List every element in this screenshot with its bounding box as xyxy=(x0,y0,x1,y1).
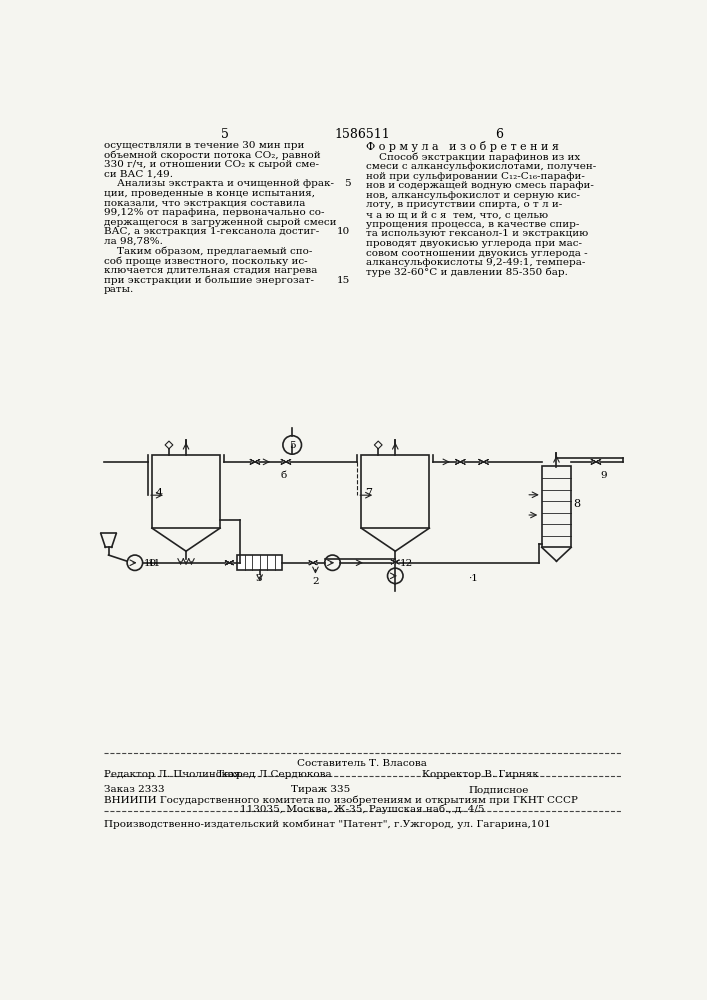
Text: 5: 5 xyxy=(289,441,296,450)
Text: 99,12% от парафина, первоначально со-: 99,12% от парафина, первоначально со- xyxy=(104,208,325,217)
Bar xyxy=(361,455,429,528)
Polygon shape xyxy=(250,460,259,462)
Text: 8: 8 xyxy=(573,499,580,509)
Text: смеси с алкансульфокислотами, получен-: смеси с алкансульфокислотами, получен- xyxy=(366,162,596,171)
Text: б: б xyxy=(281,471,287,480)
Text: при экстракции и большие энергозат-: при экстракции и большие энергозат- xyxy=(104,276,314,285)
Text: Техред Л.Сердюкова: Техред Л.Сердюкова xyxy=(217,770,332,779)
Text: Ф о р м у л а   и з о б р е т е н и я: Ф о р м у л а и з о б р е т е н и я xyxy=(366,141,559,152)
Text: та используют гексанол-1 и экстракцию: та используют гексанол-1 и экстракцию xyxy=(366,229,588,238)
Text: объемной скорости потока CO₂, равной: объемной скорости потока CO₂, равной xyxy=(104,150,320,160)
Polygon shape xyxy=(309,563,317,565)
Text: нов и содержащей водную смесь парафи-: нов и содержащей водную смесь парафи- xyxy=(366,181,594,190)
Text: лоту, в присутствии спирта, о т л и-: лоту, в присутствии спирта, о т л и- xyxy=(366,200,562,209)
Polygon shape xyxy=(226,563,233,565)
Text: 2: 2 xyxy=(312,577,319,586)
Polygon shape xyxy=(226,561,233,563)
Polygon shape xyxy=(309,561,317,563)
Polygon shape xyxy=(226,563,233,565)
Text: 3: 3 xyxy=(255,574,262,583)
Text: совом соотношении двуокись углерода -: совом соотношении двуокись углерода - xyxy=(366,249,588,258)
Text: Тираж 335: Тираж 335 xyxy=(291,785,351,794)
Polygon shape xyxy=(392,560,399,562)
Polygon shape xyxy=(281,462,291,464)
Bar xyxy=(542,466,571,547)
Text: си ВАС 1,49.: си ВАС 1,49. xyxy=(104,170,173,179)
Text: 113035, Москва, Ж-35, Раушская наб., д. 4/5: 113035, Москва, Ж-35, Раушская наб., д. … xyxy=(240,805,484,814)
Polygon shape xyxy=(591,460,601,462)
Polygon shape xyxy=(392,562,399,564)
Text: нов, алкансульфокислот и серную кис-: нов, алкансульфокислот и серную кис- xyxy=(366,191,580,200)
Text: Таким образом, предлагаемый спо-: Таким образом, предлагаемый спо- xyxy=(104,247,312,256)
Polygon shape xyxy=(456,462,465,464)
Text: показали, что экстракция составила: показали, что экстракция составила xyxy=(104,199,305,208)
Bar xyxy=(237,555,282,570)
Text: держащегося в загруженной сырой смеси: держащегося в загруженной сырой смеси xyxy=(104,218,337,227)
Text: Редактор Л. Пчолинская: Редактор Л. Пчолинская xyxy=(104,770,240,779)
Polygon shape xyxy=(479,462,489,464)
Text: Способ экстракции парафинов из их: Способ экстракции парафинов из их xyxy=(366,152,580,162)
Text: 330 г/ч, и отношении CO₂ к сырой сме-: 330 г/ч, и отношении CO₂ к сырой сме- xyxy=(104,160,319,169)
Polygon shape xyxy=(250,462,259,464)
Text: проводят двуокисью углерода при мас-: проводят двуокисью углерода при мас- xyxy=(366,239,582,248)
Text: алкансульфокислоты 9,2-49:1, темпера-: алкансульфокислоты 9,2-49:1, темпера- xyxy=(366,258,585,267)
Text: 5: 5 xyxy=(344,179,351,188)
Bar xyxy=(152,455,220,528)
Text: 4: 4 xyxy=(156,488,163,498)
Polygon shape xyxy=(281,460,291,462)
Text: ции, проведенные в конце испытания,: ции, проведенные в конце испытания, xyxy=(104,189,315,198)
Text: 10: 10 xyxy=(144,559,158,568)
Text: ключается длительная стадия нагрева: ключается длительная стадия нагрева xyxy=(104,266,317,275)
Text: Заказ 2333: Заказ 2333 xyxy=(104,785,165,794)
Text: Подписное: Подписное xyxy=(468,785,529,794)
Text: ВАС, а экстракция 1-гексанола достиг-: ВАС, а экстракция 1-гексанола достиг- xyxy=(104,227,319,236)
Text: 5: 5 xyxy=(221,128,228,141)
Text: Анализы экстракта и очищенной фрак-: Анализы экстракта и очищенной фрак- xyxy=(104,179,334,188)
Text: 7: 7 xyxy=(365,488,372,498)
Text: упрощения процесса, в качестве спир-: упрощения процесса, в качестве спир- xyxy=(366,220,579,229)
Text: 10: 10 xyxy=(337,227,351,236)
Text: 11: 11 xyxy=(148,559,161,568)
Text: 9: 9 xyxy=(600,471,607,480)
Polygon shape xyxy=(456,460,465,462)
Text: ВНИИПИ Государственного комитета по изобретениям и открытиям при ГКНТ СССР: ВНИИПИ Государственного комитета по изоб… xyxy=(104,795,578,805)
Text: туре 32-60°С и давлении 85-350 бар.: туре 32-60°С и давлении 85-350 бар. xyxy=(366,268,568,277)
Text: ла 98,78%.: ла 98,78%. xyxy=(104,237,163,246)
Text: Производственно-издательский комбинат "Патент", г.Ужгород, ул. Гагарина,101: Производственно-издательский комбинат "П… xyxy=(104,819,551,829)
Text: Корректор В. Гирняк: Корректор В. Гирняк xyxy=(421,770,538,779)
Text: раты.: раты. xyxy=(104,285,134,294)
Text: 12: 12 xyxy=(400,559,413,568)
Text: соб проще известного, поскольку ис-: соб проще известного, поскольку ис- xyxy=(104,256,308,266)
Text: ной при сульфировании C₁₂-C₁₆-парафи-: ной при сульфировании C₁₂-C₁₆-парафи- xyxy=(366,172,585,181)
Polygon shape xyxy=(479,460,489,462)
Text: осуществляли в течение 30 мин при: осуществляли в течение 30 мин при xyxy=(104,141,304,150)
Polygon shape xyxy=(591,462,601,464)
Text: ·1: ·1 xyxy=(468,574,478,583)
Text: 6: 6 xyxy=(495,128,503,141)
Text: Составитель Т. Власова: Составитель Т. Власова xyxy=(297,759,427,768)
Polygon shape xyxy=(226,561,233,563)
Text: 15: 15 xyxy=(337,276,351,285)
Text: 1586511: 1586511 xyxy=(334,128,390,141)
Text: ч а ю щ и й с я  тем, что, с целью: ч а ю щ и й с я тем, что, с целью xyxy=(366,210,548,219)
